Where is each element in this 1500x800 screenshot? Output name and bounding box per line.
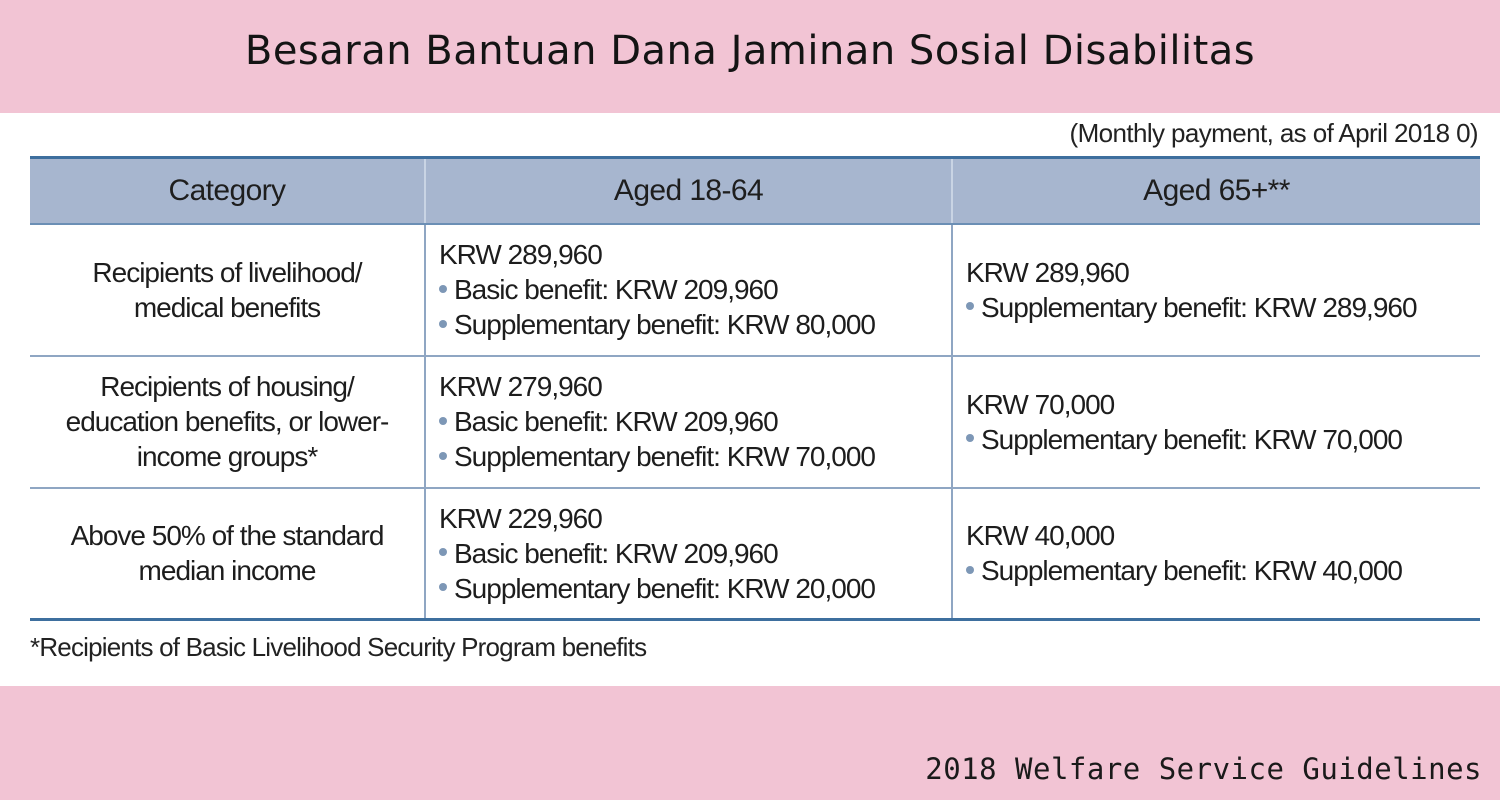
supplementary-benefit-text: Supplementary benefit: KRW 70,000	[981, 423, 1403, 455]
category-line: income groups*	[136, 441, 319, 472]
category-text: Recipients of housing/ education benefit…	[58, 369, 397, 474]
bullet-icon	[439, 416, 447, 425]
bullet-icon	[439, 451, 447, 460]
category-line: Recipients of housing/	[100, 371, 355, 402]
category-line: Above 50% of the standard	[70, 520, 385, 552]
footnote: *Recipients of Basic Livelihood Security…	[30, 632, 647, 662]
aged-65-plus-cell: KRW 289,960 Supplementary benefit: KRW 2…	[951, 223, 1480, 357]
bullet-icon	[966, 302, 974, 311]
category-cell: Above 50% of the standard median income	[30, 487, 425, 621]
category-cell: Recipients of housing/ education benefit…	[30, 355, 425, 489]
supplementary-benefit-line: Supplementary benefit: KRW 80,000	[439, 307, 951, 342]
supplementary-benefit-text: Supplementary benefit: KRW 70,000	[454, 441, 876, 472]
aged-18-64-cell: KRW 289,960 Basic benefit: KRW 209,960 S…	[424, 223, 952, 357]
basic-benefit-line: Basic benefit: KRW 209,960	[439, 536, 951, 571]
supplementary-benefit-line: Supplementary benefit: KRW 20,000	[439, 571, 951, 606]
aged-65-plus-cell: KRW 40,000 Supplementary benefit: KRW 40…	[951, 487, 1480, 621]
supplementary-benefit-text: Supplementary benefit: KRW 40,000	[981, 555, 1403, 587]
category-line: Recipients of livelihood/	[92, 256, 362, 288]
total-amount: KRW 289,960	[439, 239, 603, 270]
table-row: Recipients of livelihood/ medical benefi…	[30, 223, 1480, 357]
bullet-icon	[439, 284, 447, 293]
bullet-icon	[439, 583, 447, 592]
aged-18-64-cell: KRW 279,960 Basic benefit: KRW 209,960 S…	[424, 355, 952, 489]
bullet-icon	[966, 565, 974, 574]
title-banner	[0, 0, 1500, 113]
aged-65-plus-cell: KRW 70,000 Supplementary benefit: KRW 70…	[951, 355, 1480, 489]
total-amount: KRW 229,960	[439, 502, 603, 534]
supplementary-benefit-line: Supplementary benefit: KRW 70,000	[439, 439, 951, 474]
total-amount: KRW 40,000	[966, 520, 1115, 552]
total-amount: KRW 70,000	[966, 388, 1115, 420]
header-aged-18-64: Aged 18-64	[424, 156, 952, 225]
supplementary-benefit-line: Supplementary benefit: KRW 289,960	[966, 290, 1480, 325]
table-row: Above 50% of the standard median income …	[30, 487, 1480, 621]
total-amount: KRW 289,960	[966, 256, 1130, 288]
supplementary-benefit-text: Supplementary benefit: KRW 20,000	[454, 572, 876, 604]
category-line: medical benefits	[133, 291, 321, 323]
aged-18-64-cell: KRW 229,960 Basic benefit: KRW 209,960 S…	[424, 487, 952, 621]
basic-benefit-text: Basic benefit: KRW 209,960	[454, 537, 779, 569]
category-text: Above 50% of the standard median income	[63, 518, 392, 588]
source-credit: 2018 Welfare Service Guidelines	[925, 752, 1482, 786]
bullet-icon	[439, 548, 447, 557]
basic-benefit-line: Basic benefit: KRW 209,960	[439, 272, 951, 307]
bullet-icon	[439, 319, 447, 328]
benefits-table: Category Aged 18-64 Aged 65+** Recipient…	[30, 156, 1480, 621]
total-amount: KRW 279,960	[439, 371, 603, 402]
supplementary-benefit-line: Supplementary benefit: KRW 70,000	[966, 422, 1480, 457]
supplementary-benefit-text: Supplementary benefit: KRW 289,960	[981, 291, 1418, 323]
category-line: education benefits, or lower-	[65, 406, 390, 437]
page-title: Besaran Bantuan Dana Jaminan Sosial Disa…	[244, 28, 1256, 74]
basic-benefit-line: Basic benefit: KRW 209,960	[439, 404, 951, 439]
header-category: Category	[30, 156, 425, 225]
table-header-row: Category Aged 18-64 Aged 65+**	[30, 156, 1480, 225]
header-aged-65-plus: Aged 65+**	[951, 156, 1480, 225]
basic-benefit-text: Basic benefit: KRW 209,960	[454, 274, 779, 305]
category-line: median income	[138, 555, 317, 587]
supplementary-benefit-text: Supplementary benefit: KRW 80,000	[454, 309, 876, 340]
category-text: Recipients of livelihood/ medical benefi…	[84, 255, 369, 325]
supplementary-benefit-line: Supplementary benefit: KRW 40,000	[966, 553, 1480, 588]
category-cell: Recipients of livelihood/ medical benefi…	[30, 223, 425, 357]
table-row: Recipients of housing/ education benefit…	[30, 355, 1480, 489]
basic-benefit-text: Basic benefit: KRW 209,960	[454, 406, 779, 437]
table-note: (Monthly payment, as of April 2018 0)	[1069, 118, 1479, 148]
bullet-icon	[966, 434, 974, 443]
footer-banner	[0, 686, 1500, 800]
